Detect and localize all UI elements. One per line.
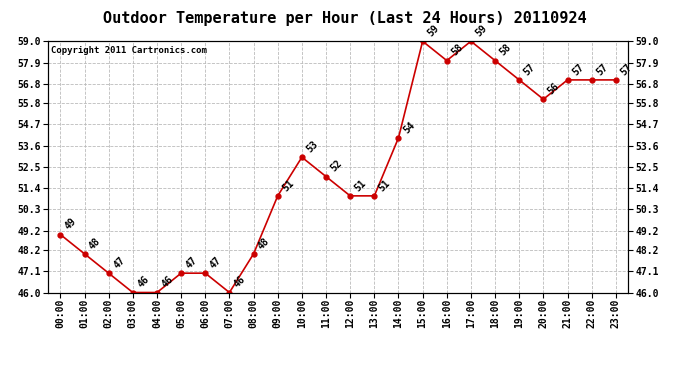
Text: 51: 51	[281, 178, 296, 193]
Text: 47: 47	[184, 255, 199, 270]
Text: 58: 58	[498, 42, 513, 58]
Text: 52: 52	[329, 158, 344, 174]
Text: 48: 48	[257, 236, 272, 251]
Text: 57: 57	[522, 62, 538, 77]
Text: 57: 57	[619, 62, 634, 77]
Text: 46: 46	[160, 274, 175, 290]
Text: 53: 53	[305, 139, 320, 154]
Text: 59: 59	[474, 23, 489, 39]
Text: 51: 51	[353, 178, 368, 193]
Text: 59: 59	[426, 23, 441, 39]
Text: 46: 46	[136, 274, 151, 290]
Text: 48: 48	[88, 236, 103, 251]
Text: Copyright 2011 Cartronics.com: Copyright 2011 Cartronics.com	[51, 46, 207, 55]
Text: 46: 46	[233, 274, 248, 290]
Text: 57: 57	[571, 62, 586, 77]
Text: 57: 57	[595, 62, 610, 77]
Text: 56: 56	[546, 81, 562, 96]
Text: 49: 49	[63, 216, 79, 232]
Text: 51: 51	[377, 178, 393, 193]
Text: Outdoor Temperature per Hour (Last 24 Hours) 20110924: Outdoor Temperature per Hour (Last 24 Ho…	[104, 11, 586, 26]
Text: 54: 54	[402, 120, 417, 135]
Text: 47: 47	[112, 255, 127, 270]
Text: 47: 47	[208, 255, 224, 270]
Text: 58: 58	[450, 42, 465, 58]
